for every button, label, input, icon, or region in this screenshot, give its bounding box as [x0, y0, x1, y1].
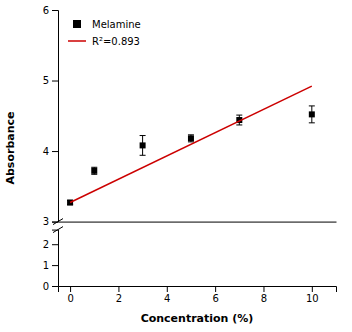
x-tick: 0	[67, 286, 73, 304]
plot-area	[67, 86, 315, 205]
x-tick-label: 4	[164, 293, 170, 304]
x-axis	[59, 222, 337, 223]
x-tick: 10	[306, 286, 319, 304]
x-tick-mark	[263, 286, 264, 292]
legend-item: R²=0.893	[68, 36, 140, 47]
y-tick-mark	[52, 265, 58, 266]
legend-label: R²=0.893	[92, 36, 140, 47]
y-tick: 4	[43, 146, 58, 157]
error-bar-cap	[236, 115, 242, 116]
y-axis: 0 1 2	[43, 230, 59, 292]
y-tick-label: 4	[43, 146, 49, 157]
y-axis-line	[52, 11, 59, 223]
y-axis: 3 4 5 6	[43, 5, 59, 228]
x-tick-mark	[70, 286, 71, 292]
panel: 3 4 5 6 Melamine R²=0.893	[43, 5, 337, 228]
x-axis-line	[59, 222, 337, 223]
y-tick: 5	[43, 75, 58, 86]
point	[91, 168, 97, 174]
legend-swatch	[68, 40, 86, 42]
y-tick-mark	[52, 244, 58, 245]
x-tick-mark	[215, 286, 216, 292]
x-tick: 6	[212, 286, 218, 304]
legend: Melamine R²=0.893	[68, 19, 141, 47]
x-tick-mark	[167, 286, 168, 292]
error-bar-cap	[91, 174, 97, 175]
legend-item: Melamine	[73, 19, 141, 30]
chart: 3 4 5 6 Melamine R²=0.893 0 1 2 0 2 4 6 8 10 Concentrat…	[0, 0, 352, 332]
error-bar	[188, 135, 194, 142]
error-bar	[309, 106, 315, 123]
y-tick-mark	[52, 81, 58, 82]
y-axis-title: Absorbance	[4, 111, 17, 184]
error-bar	[140, 136, 146, 156]
y-tick: 0	[43, 281, 58, 292]
x-tick-label: 10	[306, 293, 319, 304]
y-tick-label: 5	[43, 75, 49, 86]
y-tick: 1	[43, 260, 58, 271]
point	[188, 135, 194, 141]
point	[140, 142, 146, 148]
x-tick-label: 0	[67, 293, 73, 304]
y-tick-label: 3	[43, 216, 49, 227]
fit-line	[70, 86, 312, 202]
x-tick-mark	[118, 286, 119, 292]
x-tick-label: 6	[212, 293, 218, 304]
point	[309, 111, 315, 117]
x-tick-mark	[312, 286, 313, 292]
x-axis-line	[59, 287, 337, 293]
error-bar-cap	[188, 134, 194, 135]
legend-swatch	[73, 20, 81, 28]
x-tick: 2	[116, 286, 122, 304]
y-tick-label: 0	[43, 281, 49, 292]
y-tick: 2	[43, 239, 58, 250]
y-tick-label: 1	[43, 260, 49, 271]
y-tick-mark	[52, 10, 58, 11]
error-bar-cap	[140, 135, 146, 136]
y-tick-mark	[52, 151, 58, 152]
error-bar-cap	[236, 124, 242, 125]
y-tick-mark	[52, 286, 58, 287]
y-axis-line	[52, 230, 59, 286]
error-bar-cap	[309, 105, 315, 106]
error-bar	[91, 167, 97, 174]
axis-break	[53, 219, 63, 225]
x-tick-label: 8	[261, 293, 267, 304]
points	[67, 106, 315, 206]
error-bar-cap	[309, 122, 315, 123]
x-axis: 0 2 4 6 8 10	[59, 286, 337, 304]
y-tick-label: 2	[43, 239, 49, 250]
y-tick: 3	[43, 216, 58, 227]
x-tick-label: 2	[116, 293, 122, 304]
error-bar-cap	[140, 155, 146, 156]
y-tick-label: 6	[43, 5, 49, 16]
error-bar-cap	[91, 167, 97, 168]
y-tick: 6	[43, 5, 58, 16]
x-tick: 8	[261, 286, 267, 304]
error-bar-cap	[188, 141, 194, 142]
axis-break	[53, 227, 63, 233]
panel: 0 1 2 0 2 4 6 8 10	[43, 230, 337, 304]
x-axis-title: Concentration (%)	[141, 312, 254, 325]
x-tick: 4	[164, 286, 170, 304]
legend-label: Melamine	[92, 19, 141, 30]
